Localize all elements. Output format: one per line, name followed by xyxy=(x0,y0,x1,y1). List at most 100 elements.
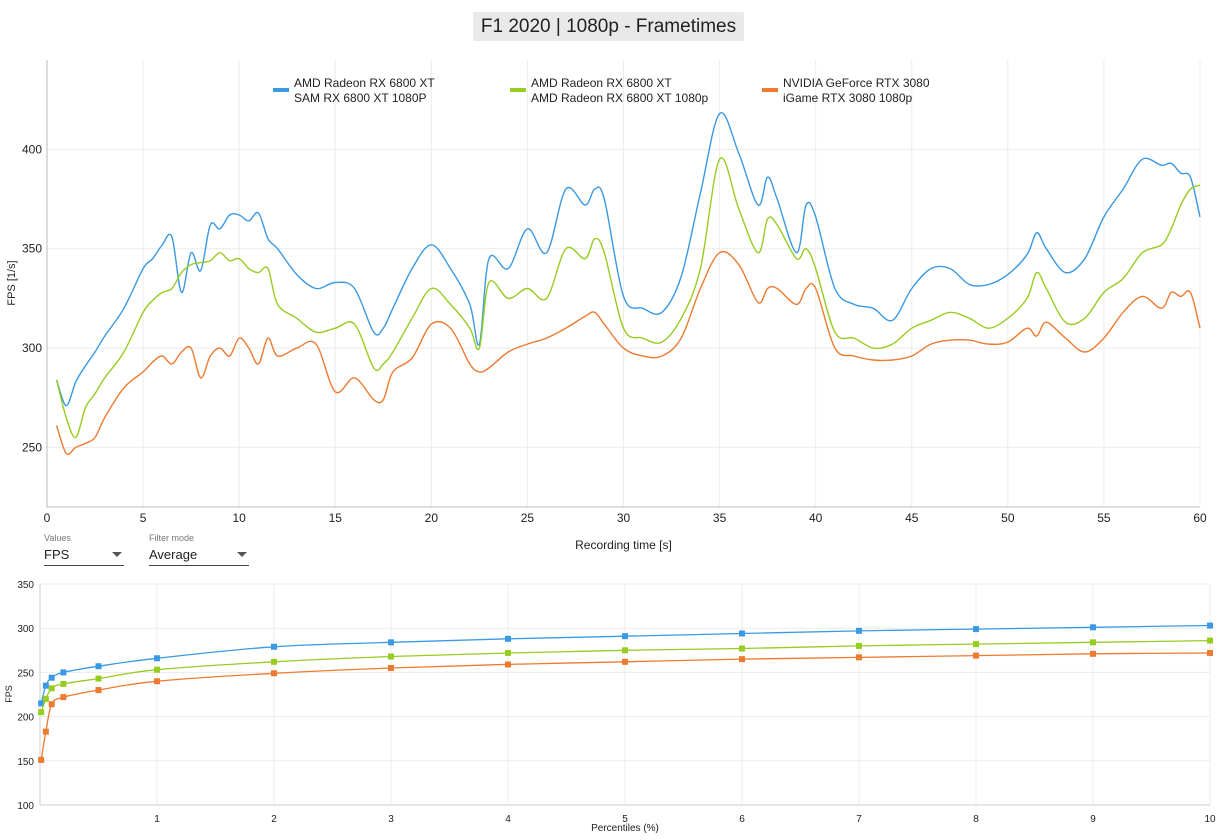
filter-mode-dropdown[interactable]: Average xyxy=(149,547,249,566)
legend-swatch xyxy=(510,88,526,92)
series-line xyxy=(40,652,1211,761)
legend-swatch xyxy=(762,88,778,92)
data-point-marker xyxy=(42,728,49,735)
values-caption: Values xyxy=(44,533,71,543)
y-tick-label: 300 xyxy=(22,341,42,355)
values-selected: FPS xyxy=(44,547,70,562)
x-tick-label: 20 xyxy=(425,511,439,525)
data-point-marker xyxy=(38,700,45,707)
data-point-marker xyxy=(1207,637,1213,644)
x-axis-title: Recording time [s] xyxy=(575,538,672,552)
legend-label: iGame RTX 3080 1080p xyxy=(783,91,913,105)
values-dropdown[interactable]: FPS xyxy=(44,547,124,566)
x-tick-label: 5 xyxy=(140,511,147,525)
data-point-marker xyxy=(856,654,862,661)
data-point-marker xyxy=(388,664,394,671)
data-point-marker xyxy=(1207,649,1213,656)
x-tick-label: 6 xyxy=(739,814,745,825)
data-point-marker xyxy=(95,663,102,670)
data-point-marker xyxy=(1090,639,1096,646)
frametimes-chart: 0 5 10 15 20 25 30 35 40 45 50 55 60 250 300 350 400 Reco… xyxy=(6,60,1207,552)
series-line xyxy=(55,251,1201,455)
y-tick-label: 300 xyxy=(17,624,34,635)
data-point-marker xyxy=(622,658,628,665)
x-tick-label: 40 xyxy=(809,511,823,525)
data-point-marker xyxy=(388,653,394,660)
series-line xyxy=(55,157,1201,439)
data-point-marker xyxy=(1090,650,1096,657)
data-point-marker xyxy=(739,645,745,652)
data-point-marker xyxy=(973,626,979,633)
filter-mode-selected: Average xyxy=(149,547,198,562)
y-tick-label: 200 xyxy=(17,713,34,724)
legend-label: AMD Radeon RX 6800 XT xyxy=(531,76,672,90)
data-point-marker xyxy=(60,669,67,676)
legend-swatch xyxy=(273,88,289,92)
y-tick-label: 250 xyxy=(22,440,42,454)
legend-label: AMD Radeon RX 6800 XT xyxy=(294,76,435,90)
x-tick-label: 3 xyxy=(388,814,394,825)
y-axis-title: FPS [1/s] xyxy=(6,260,18,305)
data-point-marker xyxy=(622,647,628,654)
y-tick-label: 350 xyxy=(17,580,34,591)
data-point-marker xyxy=(505,661,511,668)
data-point-marker xyxy=(95,687,102,694)
y-tick-label: 350 xyxy=(22,242,42,256)
legend-label: NVIDIA GeForce RTX 3080 xyxy=(783,76,930,90)
data-point-marker xyxy=(1207,622,1213,629)
data-point-marker xyxy=(973,652,979,659)
x-tick-label: 1 xyxy=(154,814,160,825)
x-tick-label: 7 xyxy=(856,814,862,825)
y-tick-label: 250 xyxy=(17,668,34,679)
x-tick-label: 4 xyxy=(505,814,511,825)
y-tick-label: 150 xyxy=(17,757,34,768)
data-point-marker xyxy=(505,649,511,656)
percentiles-chart: 1 2 3 4 5 6 7 8 9 10 100 150 200 250 300 350 Percentiles… xyxy=(4,580,1216,834)
x-tick-label: 35 xyxy=(713,511,727,525)
data-point-marker xyxy=(973,641,979,648)
x-tick-label: 55 xyxy=(1097,511,1111,525)
data-point-marker xyxy=(856,642,862,649)
data-point-marker xyxy=(42,682,49,689)
data-point-marker xyxy=(505,635,511,642)
data-point-marker xyxy=(95,675,102,682)
data-point-marker xyxy=(42,695,49,702)
x-tick-label: 10 xyxy=(1204,814,1216,825)
x-tick-label: 25 xyxy=(521,511,535,525)
chart-title: F1 2020 | 1080p - Frametimes xyxy=(473,12,744,41)
x-tick-label: 8 xyxy=(973,814,979,825)
series-line xyxy=(55,112,1201,407)
data-point-marker xyxy=(271,670,277,677)
data-point-marker xyxy=(622,633,628,640)
values-control: Values FPS xyxy=(44,533,124,566)
x-tick-label: 5 xyxy=(622,814,628,825)
data-point-marker xyxy=(739,656,745,663)
data-point-marker xyxy=(388,639,394,646)
data-point-marker xyxy=(154,655,160,662)
x-tick-label: 45 xyxy=(905,511,919,525)
x-tick-label: 30 xyxy=(617,511,631,525)
x-tick-label: 15 xyxy=(329,511,343,525)
legend-label: AMD Radeon RX 6800 XT 1080p xyxy=(531,91,709,105)
data-point-marker xyxy=(1090,624,1096,631)
x-tick-label: 10 xyxy=(232,511,246,525)
x-tick-label: 60 xyxy=(1193,511,1207,525)
data-point-marker xyxy=(856,627,862,634)
y-axis-title: FPS xyxy=(4,685,14,703)
data-point-marker xyxy=(154,678,160,685)
x-tick-label: 9 xyxy=(1090,814,1096,825)
y-tick-label: 400 xyxy=(22,142,42,156)
chevron-down-icon xyxy=(112,552,122,557)
data-point-marker xyxy=(48,701,55,708)
data-point-marker xyxy=(38,756,45,763)
chevron-down-icon xyxy=(237,552,247,557)
data-point-marker xyxy=(154,666,160,673)
filter-mode-control: Filter mode Average xyxy=(149,533,249,566)
data-point-marker xyxy=(739,630,745,637)
data-point-marker xyxy=(271,658,277,665)
x-axis-title: Percentiles (%) xyxy=(591,823,659,834)
data-point-marker xyxy=(48,674,55,681)
x-tick-label: 0 xyxy=(44,511,51,525)
legend-label: SAM RX 6800 XT 1080P xyxy=(294,91,427,105)
x-tick-label: 50 xyxy=(1001,511,1015,525)
